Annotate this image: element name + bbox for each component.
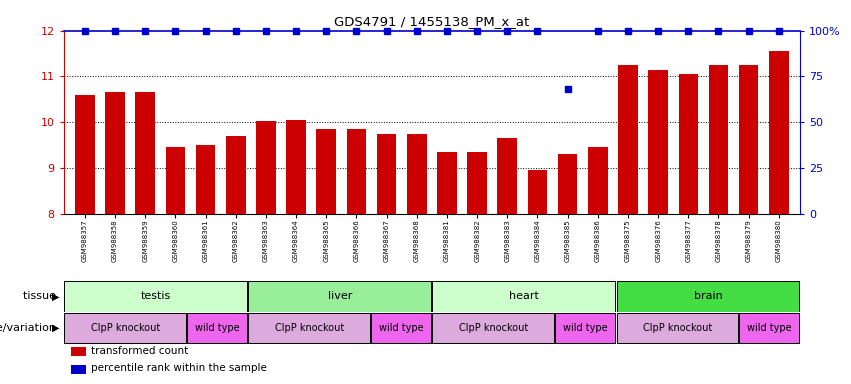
Text: wild type: wild type [195, 323, 239, 333]
Bar [618, 65, 637, 214]
Text: wild type: wild type [379, 323, 424, 333]
Bar [769, 51, 789, 214]
Bar [709, 65, 728, 214]
Text: ▶: ▶ [52, 291, 60, 301]
Bar [616, 281, 799, 311]
Text: brain: brain [694, 291, 722, 301]
Bar [648, 70, 668, 214]
Text: genotype/variation: genotype/variation [0, 323, 60, 333]
Bar [371, 313, 431, 343]
Bar [256, 121, 276, 214]
Bar [432, 313, 554, 343]
Bar [407, 134, 426, 214]
Bar [135, 93, 155, 214]
Bar [248, 281, 431, 311]
Bar [75, 95, 94, 214]
Text: ClpP knockout: ClpP knockout [459, 323, 528, 333]
Bar [65, 313, 186, 343]
Bar [317, 129, 336, 214]
Bar [196, 145, 215, 214]
Text: transformed count: transformed count [91, 346, 189, 356]
Bar [739, 65, 758, 214]
Bar [346, 129, 366, 214]
Bar [71, 364, 86, 374]
Bar [286, 120, 306, 214]
Text: ClpP knockout: ClpP knockout [90, 323, 160, 333]
Bar [166, 147, 186, 214]
Bar [377, 134, 397, 214]
Bar [226, 136, 246, 214]
Bar [65, 281, 248, 311]
Text: wild type: wild type [747, 323, 791, 333]
Text: percentile rank within the sample: percentile rank within the sample [91, 364, 267, 374]
Bar [740, 313, 799, 343]
Bar [248, 313, 370, 343]
Text: heart: heart [509, 291, 539, 301]
Title: GDS4791 / 1455138_PM_x_at: GDS4791 / 1455138_PM_x_at [334, 15, 529, 28]
Bar [498, 138, 517, 214]
Text: tissue: tissue [23, 291, 60, 301]
Text: wild type: wild type [563, 323, 608, 333]
Bar [187, 313, 248, 343]
Bar [555, 313, 615, 343]
Bar [71, 347, 86, 356]
Bar [616, 313, 738, 343]
Bar [558, 154, 578, 214]
Bar [678, 74, 698, 214]
Bar [437, 152, 457, 214]
Bar [432, 281, 615, 311]
Bar [528, 170, 547, 214]
Text: liver: liver [328, 291, 352, 301]
Text: ▶: ▶ [52, 323, 60, 333]
Bar [106, 93, 125, 214]
Text: testis: testis [140, 291, 171, 301]
Text: ClpP knockout: ClpP knockout [275, 323, 344, 333]
Bar [467, 152, 487, 214]
Bar [588, 147, 608, 214]
Text: ClpP knockout: ClpP knockout [643, 323, 712, 333]
